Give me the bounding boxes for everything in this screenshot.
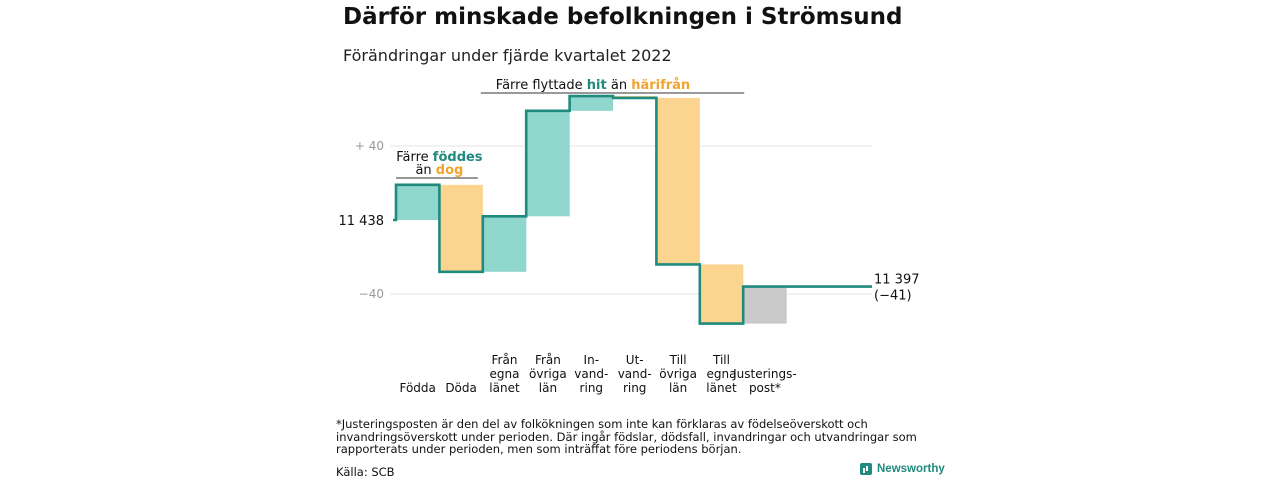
category-label: Ut- bbox=[626, 353, 644, 367]
brand-logo[interactable]: Newsworthy bbox=[860, 463, 945, 475]
newsworthy-icon bbox=[860, 463, 872, 475]
category-label: Döda bbox=[445, 381, 477, 395]
bar-decrease bbox=[656, 97, 700, 265]
category-label: Till bbox=[669, 353, 687, 367]
bar-increase bbox=[526, 110, 570, 217]
source-note: Källa: SCB bbox=[336, 465, 395, 479]
category-label: länet bbox=[706, 381, 737, 395]
category-label: övriga bbox=[529, 367, 567, 381]
migration-annotation: Färre flyttade hit än härifrån bbox=[496, 78, 690, 93]
category-label: post* bbox=[749, 381, 781, 395]
running-total-line bbox=[393, 94, 872, 325]
category-label: Från bbox=[535, 353, 561, 367]
y-tick-label: −40 bbox=[359, 287, 384, 301]
start-value-label: 11 438 bbox=[339, 214, 385, 229]
category-label: Födda bbox=[399, 381, 435, 395]
category-label: ring bbox=[580, 381, 604, 395]
end-value-label: 11 397 bbox=[874, 273, 920, 288]
chart-subtitle: Förändringar under fjärde kvartalet 2022 bbox=[343, 46, 672, 65]
category-label: ring bbox=[623, 381, 647, 395]
bar-increase bbox=[396, 184, 440, 220]
bar-increase bbox=[570, 96, 614, 111]
category-label: vand- bbox=[574, 367, 608, 381]
births-annotation-line2: än dog bbox=[415, 163, 463, 178]
category-label: län bbox=[539, 381, 557, 395]
brand-label: Newsworthy bbox=[877, 463, 945, 475]
births-annotation: Färre föddes bbox=[396, 150, 483, 165]
footnote: *Justeringsposten är den del av folkökni… bbox=[336, 417, 917, 456]
category-label: In- bbox=[584, 353, 599, 367]
bar-adjustment bbox=[743, 286, 787, 324]
category-label: övriga bbox=[659, 367, 697, 381]
chart-title: Därför minskade befolkningen i Strömsund bbox=[343, 4, 903, 30]
y-tick-label: + 40 bbox=[355, 139, 384, 153]
end-change-label: (−41) bbox=[874, 289, 912, 304]
category-label: vand- bbox=[618, 367, 652, 381]
category-label: Från bbox=[492, 353, 518, 367]
category-label: Justerings- bbox=[732, 367, 797, 381]
bar-decrease bbox=[700, 264, 744, 324]
bar-increase bbox=[483, 216, 527, 272]
category-label: egna bbox=[707, 367, 737, 381]
category-label: Till bbox=[712, 353, 730, 367]
category-label: länet bbox=[489, 381, 520, 395]
category-label: län bbox=[669, 381, 687, 395]
category-label: egna bbox=[490, 367, 520, 381]
bar-decrease bbox=[439, 184, 483, 272]
